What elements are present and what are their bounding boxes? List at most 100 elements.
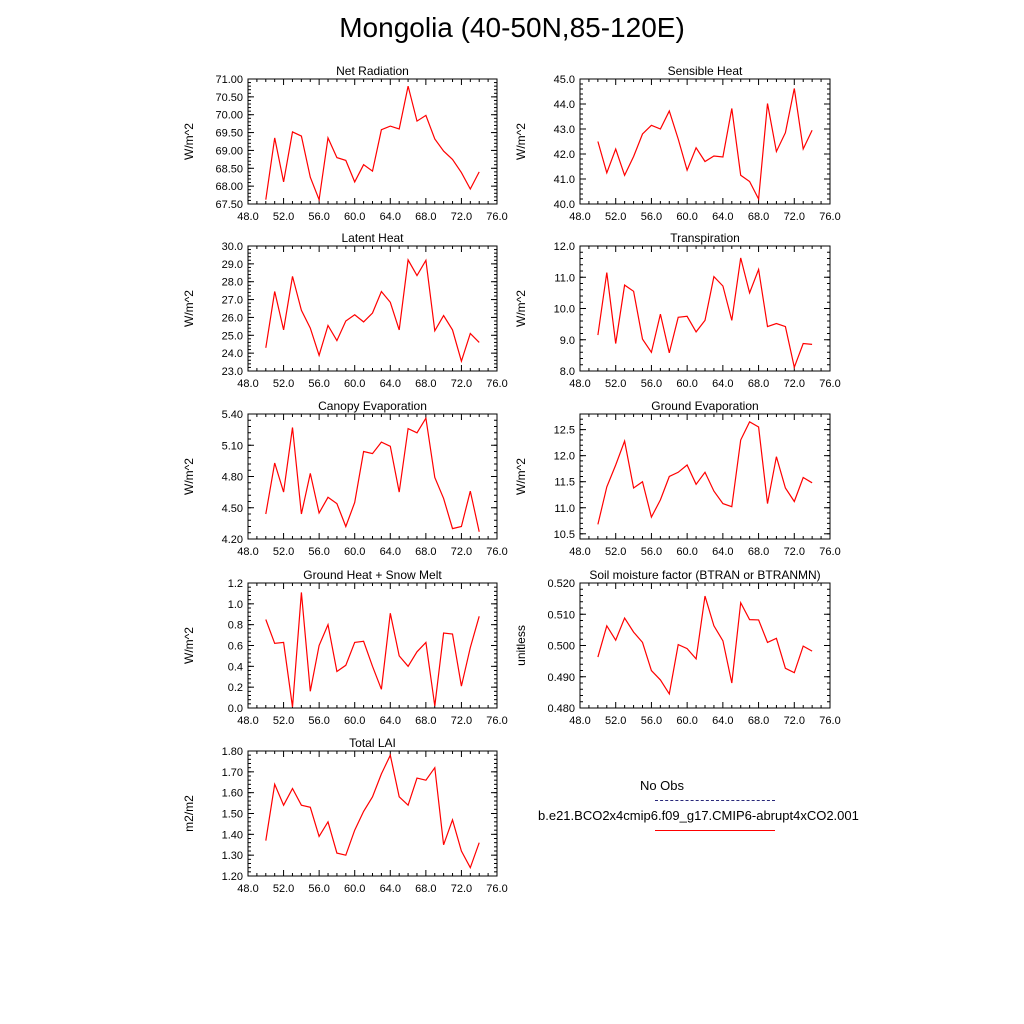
x-tick-label: 64.0 xyxy=(712,715,733,727)
plot-frame xyxy=(247,750,498,877)
y-tick-label: 70.00 xyxy=(215,110,243,122)
chart-title: Soil moisture factor (BTRAN or BTRANMN) xyxy=(589,568,820,582)
chart-title: Transpiration xyxy=(670,231,740,245)
chart-panel-latent-heat: Latent Heat W/m^2 48.0 52.0 56.0 60.0 64.0 68.0… xyxy=(182,231,508,390)
y-tick-label: 1.40 xyxy=(222,829,243,841)
x-tick-label: 52.0 xyxy=(605,546,626,558)
y-tick-label: 42.0 xyxy=(554,149,575,161)
y-tick-label: 1.0 xyxy=(228,599,243,611)
y-tick-label: 5.10 xyxy=(222,440,243,452)
x-tick-label: 56.0 xyxy=(308,883,329,895)
plot-frame xyxy=(579,582,831,709)
series-line xyxy=(265,753,480,870)
x-tick-label: 60.0 xyxy=(344,211,365,223)
x-tick-label: 72.0 xyxy=(451,883,472,895)
series-line xyxy=(597,420,813,525)
y-tick-label: 69.50 xyxy=(215,128,243,140)
y-tick-label: 69.00 xyxy=(215,145,243,157)
x-tick-label: 64.0 xyxy=(380,211,401,223)
plot-frame xyxy=(247,78,498,205)
y-tick-label: 0.490 xyxy=(547,672,575,684)
x-tick-label: 56.0 xyxy=(308,546,329,558)
y-tick-label: 0.520 xyxy=(547,578,575,590)
chart-title: Canopy Evaporation xyxy=(318,399,427,413)
plot-frame xyxy=(579,245,831,372)
x-tick-label: 52.0 xyxy=(605,211,626,223)
chart-panel-ground-heat-snow-melt: Ground Heat + Snow Melt W/m^2 48.0 52.0 56.0… xyxy=(182,568,508,727)
x-tick-label: 52.0 xyxy=(273,883,294,895)
y-tick-label: 4.80 xyxy=(222,472,243,484)
series-line xyxy=(265,592,480,708)
chart-title: Sensible Heat xyxy=(668,64,743,78)
y-axis-label: W/m^2 xyxy=(182,627,196,664)
x-tick-label: 64.0 xyxy=(380,546,401,558)
y-tick-label: 11.0 xyxy=(554,272,575,284)
series-line xyxy=(265,416,480,532)
x-tick-label: 76.0 xyxy=(486,546,507,558)
x-tick-label: 52.0 xyxy=(273,211,294,223)
x-tick-label: 76.0 xyxy=(486,211,507,223)
x-tick-label: 56.0 xyxy=(641,715,662,727)
y-tick-label: 44.0 xyxy=(554,99,575,111)
y-tick-label: 4.50 xyxy=(222,503,243,515)
x-tick-label: 60.0 xyxy=(676,211,697,223)
y-tick-label: 45.0 xyxy=(554,74,575,86)
y-tick-label: 26.0 xyxy=(222,312,243,324)
series-line xyxy=(265,85,480,203)
x-tick-label: 64.0 xyxy=(712,211,733,223)
y-tick-label: 10.0 xyxy=(554,304,575,316)
y-tick-label: 70.50 xyxy=(215,92,243,104)
legend-obs-line xyxy=(655,800,775,801)
y-axis-label: W/m^2 xyxy=(514,123,528,160)
plot-frame xyxy=(579,413,831,540)
x-tick-label: 68.0 xyxy=(415,883,436,895)
legend-model-line xyxy=(655,830,775,831)
legend-obs-label: No Obs xyxy=(639,778,685,793)
x-tick-label: 72.0 xyxy=(451,715,472,727)
y-tick-label: 1.80 xyxy=(222,746,243,758)
y-tick-label: 24.0 xyxy=(222,348,243,360)
x-tick-label: 52.0 xyxy=(273,715,294,727)
x-tick-label: 64.0 xyxy=(380,715,401,727)
chart-title: Ground Evaporation xyxy=(651,399,758,413)
y-tick-label: 68.50 xyxy=(215,163,243,175)
x-tick-label: 64.0 xyxy=(380,883,401,895)
series-line xyxy=(597,257,813,370)
y-tick-label: 1.70 xyxy=(222,767,243,779)
x-tick-label: 76.0 xyxy=(819,546,840,558)
x-tick-label: 52.0 xyxy=(605,378,626,390)
y-tick-label: 12.0 xyxy=(554,451,575,463)
y-axis-label: W/m^2 xyxy=(514,290,528,327)
y-axis-label: W/m^2 xyxy=(182,123,196,160)
x-tick-label: 76.0 xyxy=(819,211,840,223)
x-tick-label: 68.0 xyxy=(748,211,769,223)
x-tick-label: 60.0 xyxy=(344,378,365,390)
x-tick-label: 60.0 xyxy=(344,546,365,558)
chart-title: Total LAI xyxy=(349,736,396,750)
y-tick-label: 43.0 xyxy=(554,124,575,136)
x-tick-label: 48.0 xyxy=(569,715,590,727)
x-tick-label: 52.0 xyxy=(273,378,294,390)
y-tick-label: 1.2 xyxy=(228,578,243,590)
x-tick-label: 72.0 xyxy=(784,211,805,223)
legend: No Obs b.e21.BCO2x4cmip6.f09_g17.CMIP6-a… xyxy=(510,778,859,831)
y-tick-label: 40.0 xyxy=(554,199,575,211)
y-tick-label: 9.0 xyxy=(560,335,575,347)
x-tick-label: 68.0 xyxy=(415,378,436,390)
y-axis-label: m2/m2 xyxy=(182,795,196,832)
x-tick-label: 48.0 xyxy=(237,883,258,895)
chart-panel-ground-evaporation: Ground Evaporation W/m^2 48.0 52.0 56.0 60.0 6… xyxy=(514,399,841,558)
y-tick-label: 0.8 xyxy=(228,620,243,632)
x-tick-label: 68.0 xyxy=(748,378,769,390)
x-tick-label: 48.0 xyxy=(237,378,258,390)
y-tick-label: 11.5 xyxy=(554,477,575,489)
chart-panel-total-lai: Total LAI m2/m2 48.0 52.0 56.0 60.0 64.0 68.0 72… xyxy=(182,736,508,895)
series-line xyxy=(597,595,813,696)
x-tick-label: 48.0 xyxy=(569,378,590,390)
y-tick-label: 41.0 xyxy=(554,174,575,186)
x-tick-label: 76.0 xyxy=(819,378,840,390)
series-line xyxy=(597,88,813,202)
x-tick-label: 76.0 xyxy=(486,715,507,727)
x-tick-label: 72.0 xyxy=(784,378,805,390)
